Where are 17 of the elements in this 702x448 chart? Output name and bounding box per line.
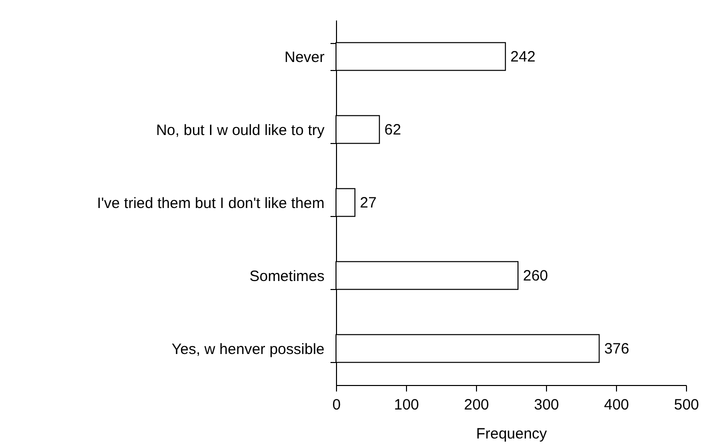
x-tick-label: 500: [674, 396, 700, 414]
y-tick-label: Sometimes: [249, 268, 324, 285]
x-tick-label: 400: [604, 396, 630, 414]
y-tick-label: No, but I w ould like to try: [156, 122, 325, 139]
data-label: 242: [510, 48, 536, 66]
x-tick-label: 300: [534, 396, 560, 414]
x-tick-label: 200: [464, 396, 490, 414]
y-tick-label: I've tried them but I don't like them: [96, 195, 324, 212]
x-tick-label: 100: [394, 396, 420, 414]
data-label: 376: [604, 340, 630, 358]
x-axis-title: Frequency: [476, 426, 548, 442]
data-label: 62: [384, 122, 402, 138]
data-label: 260: [523, 268, 548, 284]
y-tick-label: Yes, w henver possible: [172, 341, 324, 358]
data-label: 27: [360, 194, 377, 212]
x-tick-label: 0: [332, 396, 341, 414]
y-tick-label: Never: [284, 49, 324, 66]
